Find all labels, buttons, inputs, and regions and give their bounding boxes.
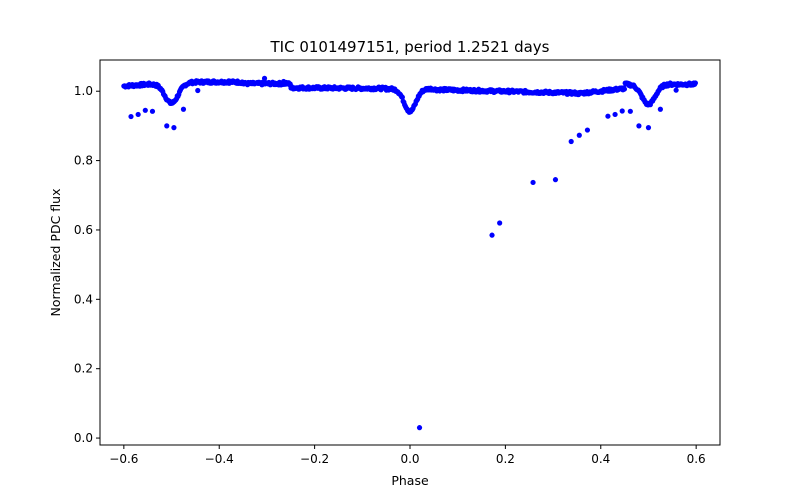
x-axis-ticks: −0.6 −0.4 −0.2 0.0 0.2 0.4 0.6 (109, 445, 706, 466)
chart-title: TIC 0101497151, period 1.2521 days (269, 38, 549, 56)
x-tick-label: 0.6 (687, 452, 706, 466)
y-axis-ticks: 0.0 0.2 0.4 0.6 0.8 1.0 (74, 84, 100, 445)
outlier-point (636, 123, 642, 129)
outlier-point (149, 108, 156, 114)
x-tick-label: −0.2 (300, 452, 329, 466)
outlier-point (657, 106, 663, 112)
y-tick-label: 0.8 (74, 154, 93, 168)
outlier-point (142, 107, 148, 113)
outlier-point (416, 425, 423, 431)
data-points (121, 75, 698, 431)
outlier-point (195, 87, 201, 94)
outlier-point (645, 125, 652, 131)
outlier-point (576, 132, 582, 138)
x-axis-label: Phase (391, 473, 429, 488)
x-tick-label: 0.4 (591, 452, 610, 466)
y-tick-label: 0.4 (74, 292, 93, 306)
outlier-point (497, 220, 503, 226)
y-tick-label: 0.0 (74, 431, 93, 445)
outlier-point (226, 78, 232, 84)
y-axis-label: Normalized PDC flux (48, 189, 63, 317)
outlier-point (489, 232, 495, 238)
x-tick-label: −0.4 (205, 452, 234, 466)
outlier-point (135, 111, 141, 118)
x-tick-label: 0.0 (400, 452, 419, 466)
outlier-point (584, 127, 591, 133)
x-tick-label: −0.6 (109, 452, 138, 466)
outlier-point (673, 87, 679, 93)
outlier-point (128, 113, 134, 120)
outlier-point (568, 138, 574, 145)
outlier-point (164, 123, 170, 129)
y-tick-label: 0.6 (74, 223, 93, 237)
y-tick-label: 0.2 (74, 362, 93, 376)
outlier-point (605, 113, 611, 119)
data-point (399, 94, 405, 100)
y-tick-label: 1.0 (74, 84, 93, 98)
outlier-point (530, 179, 536, 186)
outlier-point (261, 75, 268, 81)
outlier-point (180, 106, 187, 112)
outlier-point (171, 125, 177, 131)
outlier-point (689, 82, 695, 88)
outlier-point (552, 177, 559, 183)
plot-frame (99, 59, 721, 446)
outlier-point (619, 108, 625, 114)
data-point (621, 86, 628, 92)
outlier-point (627, 108, 633, 114)
outlier-point (281, 78, 287, 85)
x-tick-label: 0.2 (496, 452, 515, 466)
outlier-point (612, 111, 618, 118)
